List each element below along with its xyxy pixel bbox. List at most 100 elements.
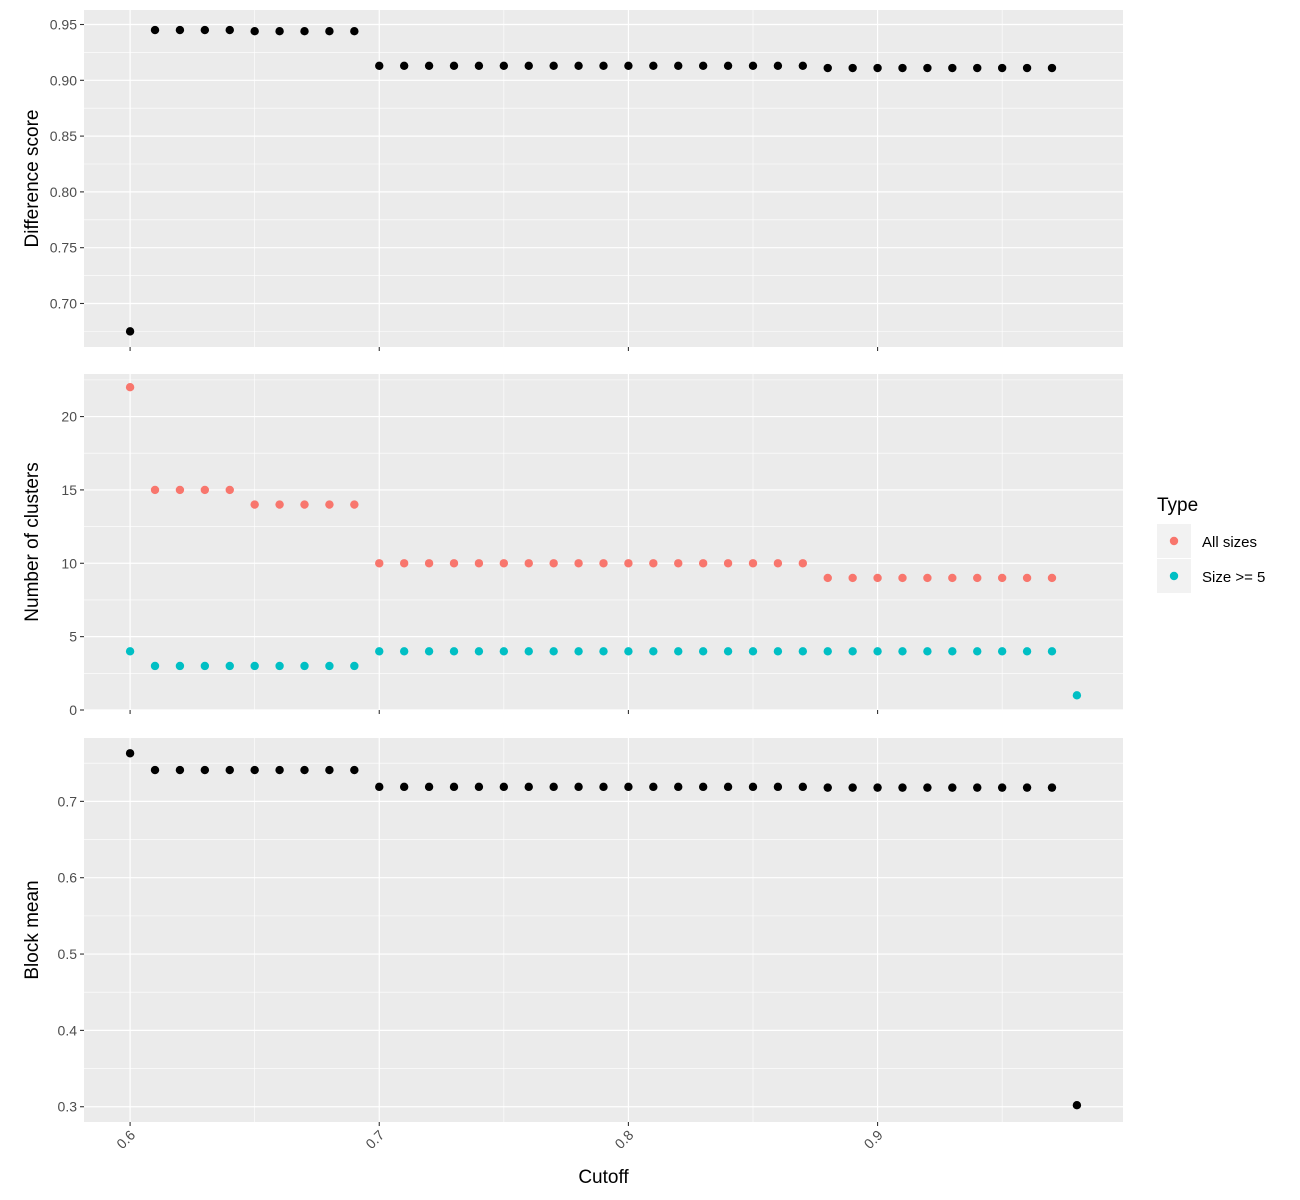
data-point bbox=[948, 783, 957, 792]
data-point bbox=[848, 63, 857, 73]
data-point bbox=[848, 647, 857, 656]
data-point bbox=[923, 783, 932, 792]
panel-background bbox=[84, 738, 1123, 1122]
data-point bbox=[997, 783, 1007, 792]
data-point bbox=[449, 559, 459, 568]
data-point bbox=[898, 63, 907, 73]
y-tick-label: 0.6 bbox=[58, 870, 78, 886]
data-point bbox=[624, 61, 633, 70]
data-point bbox=[948, 63, 957, 73]
data-point bbox=[723, 782, 733, 792]
data-point bbox=[474, 647, 484, 656]
data-point bbox=[873, 647, 882, 656]
data-point bbox=[599, 647, 608, 656]
y-axis-title: Number of clusters bbox=[22, 462, 43, 621]
legend-item: Size >= 5 bbox=[1157, 559, 1265, 593]
series-points bbox=[125, 25, 1057, 336]
data-point bbox=[997, 63, 1007, 73]
data-point bbox=[424, 559, 434, 568]
data-point bbox=[375, 782, 384, 792]
x-axis-title: Cutoff bbox=[578, 1167, 629, 1188]
y-tick-label: 0.70 bbox=[50, 295, 77, 311]
data-point bbox=[1022, 647, 1032, 656]
legend-title: Type bbox=[1157, 495, 1198, 516]
y-tick-label: 0.95 bbox=[50, 17, 77, 33]
y-tick-label: 10 bbox=[61, 555, 77, 571]
series-size-5 bbox=[125, 647, 1082, 700]
y-tick-label: 0.80 bbox=[50, 184, 77, 200]
data-point bbox=[175, 765, 185, 775]
data-point bbox=[350, 765, 359, 775]
data-point bbox=[300, 661, 309, 671]
data-point bbox=[524, 61, 533, 70]
data-point bbox=[923, 63, 932, 73]
data-point bbox=[275, 500, 284, 509]
data-point bbox=[200, 25, 210, 35]
data-point bbox=[1047, 63, 1057, 73]
y-tick-label: 0.85 bbox=[50, 128, 77, 144]
data-point bbox=[524, 782, 533, 792]
data-point bbox=[674, 782, 683, 792]
data-point bbox=[499, 782, 509, 792]
data-point bbox=[599, 782, 608, 792]
data-point bbox=[250, 661, 259, 671]
panel-1: 0.70 0.75 0.80 0.85 0.90 0.95 Difference score bbox=[22, 10, 1123, 351]
data-point bbox=[175, 661, 185, 671]
data-point bbox=[898, 647, 907, 656]
legend: Type All sizes Size >= 5 bbox=[1157, 495, 1265, 593]
y-tick-label: 0.7 bbox=[58, 793, 78, 809]
series-all-sizes bbox=[125, 383, 1057, 583]
data-point bbox=[748, 559, 758, 568]
data-point bbox=[997, 647, 1007, 656]
y-tick-label: 0.90 bbox=[50, 72, 77, 88]
data-point bbox=[474, 782, 484, 792]
data-point bbox=[375, 559, 384, 568]
data-point bbox=[175, 25, 185, 35]
data-point bbox=[698, 559, 708, 568]
data-point bbox=[848, 783, 857, 792]
data-point bbox=[1022, 573, 1032, 583]
data-point bbox=[649, 61, 658, 70]
data-point bbox=[973, 573, 982, 583]
data-point bbox=[898, 783, 907, 792]
data-point bbox=[449, 647, 459, 656]
data-point bbox=[948, 647, 957, 656]
data-point bbox=[275, 27, 284, 36]
data-point bbox=[624, 782, 633, 792]
series-points bbox=[125, 749, 1082, 1110]
data-point bbox=[449, 61, 459, 70]
data-point bbox=[375, 647, 384, 656]
data-point bbox=[275, 765, 284, 775]
data-point bbox=[873, 573, 882, 583]
data-point bbox=[997, 573, 1007, 583]
data-point bbox=[748, 61, 758, 70]
data-point bbox=[674, 61, 683, 70]
legend-key-point bbox=[1169, 571, 1179, 581]
data-point bbox=[125, 749, 135, 758]
data-point bbox=[798, 647, 808, 656]
data-point bbox=[200, 485, 210, 495]
data-point bbox=[698, 61, 708, 70]
data-point bbox=[300, 27, 309, 36]
data-point bbox=[399, 782, 409, 792]
data-point bbox=[300, 500, 309, 509]
data-point bbox=[549, 782, 558, 792]
data-point bbox=[474, 61, 484, 70]
data-point bbox=[973, 783, 982, 792]
data-point bbox=[1047, 647, 1057, 656]
data-point bbox=[599, 61, 608, 70]
data-point bbox=[549, 61, 558, 70]
data-point bbox=[474, 559, 484, 568]
data-point bbox=[125, 327, 135, 336]
data-point bbox=[1022, 63, 1032, 73]
data-point bbox=[973, 63, 982, 73]
data-point bbox=[773, 559, 783, 568]
data-point bbox=[574, 647, 583, 656]
y-tick-label: 0.3 bbox=[58, 1099, 78, 1115]
data-point bbox=[798, 61, 808, 70]
data-point bbox=[1022, 783, 1032, 792]
data-point bbox=[823, 63, 832, 73]
data-point bbox=[823, 783, 832, 792]
data-point bbox=[375, 61, 384, 70]
